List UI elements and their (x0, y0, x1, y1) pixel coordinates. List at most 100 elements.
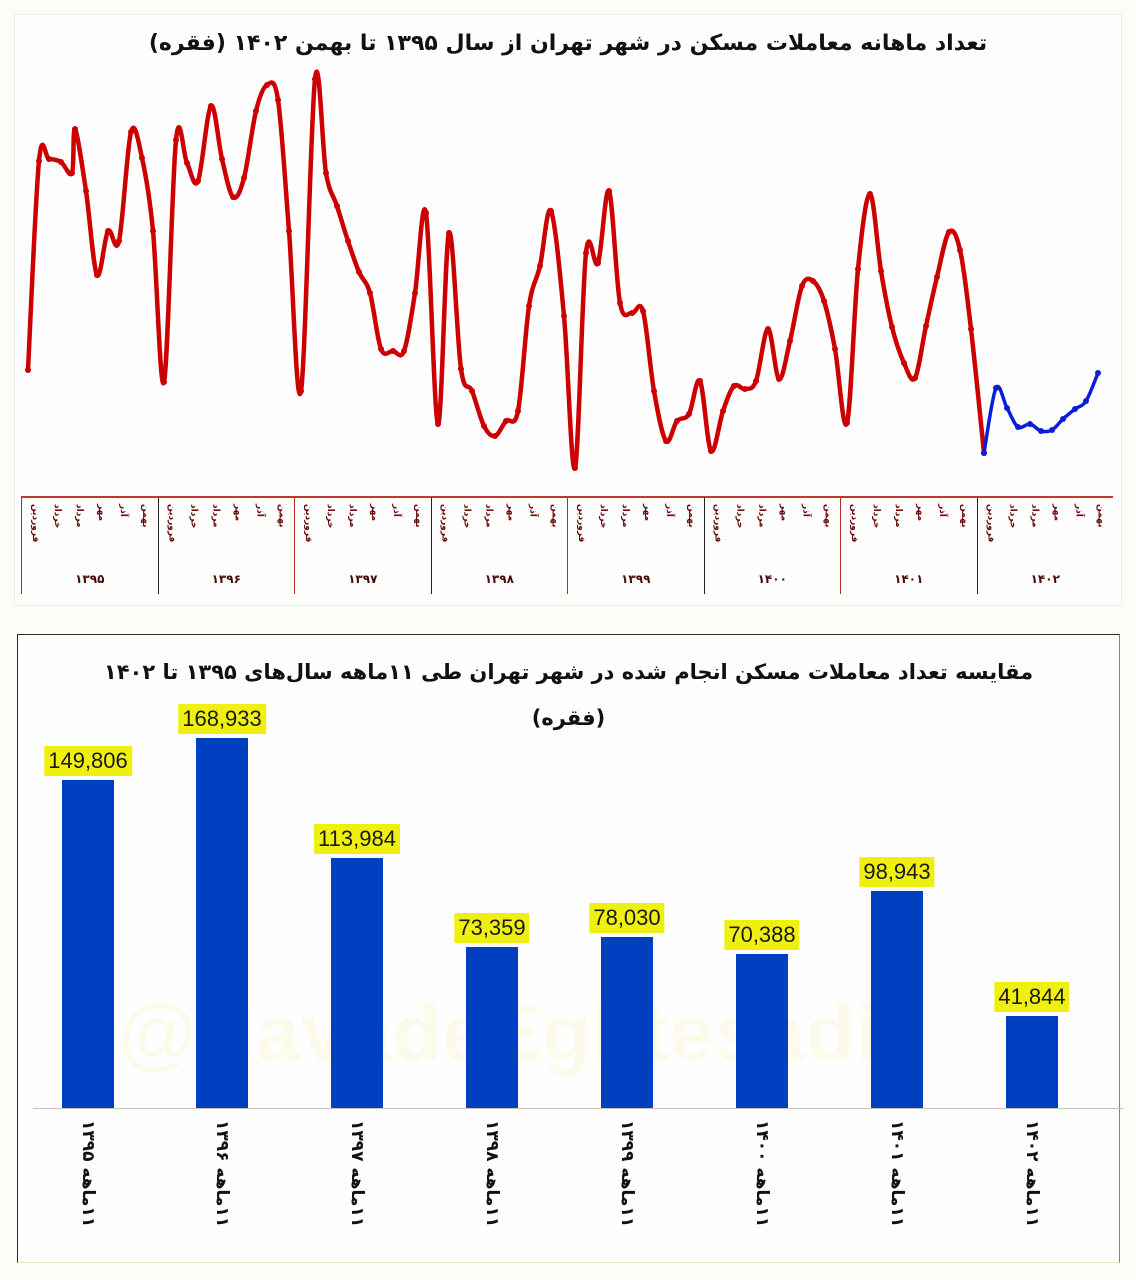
data-point-marker (58, 159, 64, 165)
data-point-marker (94, 272, 100, 278)
data-point-marker (139, 155, 145, 161)
year-label: ۱۴۰۱ (894, 572, 924, 586)
data-point-marker (548, 208, 554, 214)
x-axis-months: فروردین خرداد مرداد مهر آذر بهمن ۱۳۹۵ فروردین خر… (21, 496, 1113, 594)
data-point-marker (435, 421, 441, 427)
line-chart-plot (25, 69, 1101, 471)
data-point-marker (776, 376, 782, 382)
data-point-marker (264, 82, 270, 88)
series-line-1402 (982, 372, 1100, 454)
data-point-marker (469, 388, 475, 394)
month-tick-label: مرداد (347, 504, 357, 528)
month-tick-label: فروردین (439, 504, 450, 543)
month-tick-label: بهمن (413, 504, 423, 528)
data-point-marker (663, 438, 669, 444)
data-point-marker (537, 263, 543, 269)
data-point-marker (390, 348, 396, 354)
x-category-label: ۱۱ماهه ۱۳۹۷ (347, 1120, 367, 1228)
data-point-marker (765, 326, 771, 332)
data-point-marker (810, 278, 816, 284)
data-point-marker (481, 423, 487, 429)
month-tick-label: فروردین (303, 504, 313, 543)
data-point-marker (595, 260, 601, 266)
data-point-marker (993, 385, 999, 391)
data-point-marker (46, 156, 52, 162)
data-point-marker (275, 97, 281, 103)
month-tick-label: خرداد (52, 504, 62, 529)
month-tick-label: مهر (642, 504, 652, 522)
bar-value-label: 168,933 (178, 704, 266, 734)
data-point-marker (606, 188, 612, 194)
data-point-marker (401, 348, 407, 354)
data-point-marker (1072, 406, 1078, 412)
data-point-marker (378, 346, 384, 352)
data-point-marker (286, 228, 292, 234)
data-point-marker (629, 310, 635, 316)
year-label: ۱۳۹۶ (211, 572, 241, 586)
year-label: ۱۴۰۲ (1030, 572, 1060, 586)
month-tick-label: آذر (527, 504, 538, 517)
month-tick-label: مهر (778, 504, 789, 522)
year-label: ۱۳۹۷ (348, 572, 378, 586)
x-category-label: ۱۱ماهه ۱۴۰۰ (752, 1120, 772, 1228)
bar (1006, 1016, 1058, 1108)
month-tick-label: مرداد (483, 504, 494, 528)
year-band: فروردین خرداد مرداد مهر آذر بهمن ۱۴۰۲ (976, 498, 1114, 594)
data-point-marker (161, 379, 167, 385)
month-tick-label: آذر (800, 504, 811, 517)
data-point-marker (1038, 428, 1044, 434)
data-point-marker (25, 367, 31, 373)
data-point-marker (446, 230, 452, 236)
data-point-marker (1049, 427, 1055, 433)
bar (196, 738, 248, 1108)
bar (871, 891, 923, 1108)
month-tick-label: فروردین (166, 504, 177, 543)
month-tick-label: آذر (937, 504, 947, 517)
month-tick-label: بهمن (686, 504, 696, 528)
bar (466, 947, 518, 1108)
month-tick-label: خرداد (598, 504, 608, 529)
data-point-marker (867, 191, 873, 197)
data-point-marker (878, 268, 884, 274)
data-point-marker (458, 366, 464, 372)
data-point-marker (69, 170, 75, 176)
data-point-marker (799, 283, 805, 289)
data-point-marker (946, 229, 952, 235)
data-point-marker (128, 129, 134, 135)
data-point-marker (561, 313, 567, 319)
data-point-marker (901, 360, 907, 366)
data-point-marker (208, 103, 214, 109)
month-tick-label: مرداد (756, 504, 767, 528)
month-tick-label: مهر (505, 504, 516, 522)
data-point-marker (981, 450, 987, 456)
bar-chart-title-line2: (فقره) (531, 706, 606, 730)
bar-value-label: 78,030 (589, 903, 665, 934)
month-tick-label: خرداد (325, 504, 335, 529)
data-point-marker (423, 210, 429, 216)
data-point-marker (889, 324, 895, 330)
year-label: ۱۴۰۰ (757, 572, 787, 586)
bar (736, 953, 788, 1108)
month-tick-label: بهمن (140, 504, 150, 528)
data-point-marker (150, 228, 156, 234)
month-tick-label: فروردین (849, 504, 859, 543)
bar-value-label: 73,359 (454, 913, 530, 944)
data-point-marker (1095, 370, 1101, 376)
x-category-label: ۱۱ماهه ۱۳۹۹ (617, 1120, 637, 1228)
data-point-marker (323, 170, 329, 176)
month-tick-label: آذر (254, 504, 265, 517)
month-tick-label: فروردین (712, 504, 723, 543)
month-tick-label: بهمن (276, 504, 287, 528)
month-tick-label: آذر (1073, 504, 1084, 517)
data-point-marker (1083, 398, 1089, 404)
month-tick-label: خرداد (188, 504, 199, 529)
data-point-marker (855, 266, 861, 272)
month-tick-label: خرداد (734, 504, 745, 529)
data-point-marker (356, 269, 362, 275)
month-tick-label: آذر (118, 504, 128, 517)
data-point-marker (515, 408, 521, 414)
year-band: فروردین خرداد مرداد مهر آذر بهمن ۱۳۹۵ (21, 498, 158, 594)
month-tick-label: مرداد (893, 504, 903, 528)
data-point-marker (1027, 421, 1033, 427)
data-point-marker (219, 156, 225, 162)
